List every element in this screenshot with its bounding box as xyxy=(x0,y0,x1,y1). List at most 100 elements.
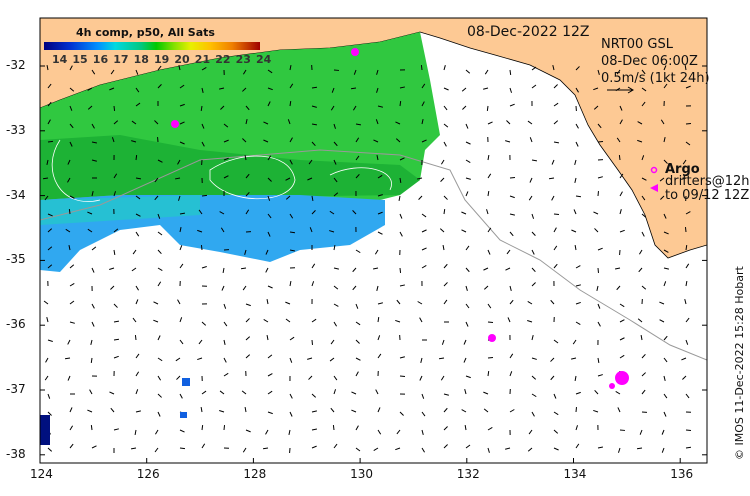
current-arrow xyxy=(174,177,181,180)
current-arrow xyxy=(663,137,666,143)
current-arrow xyxy=(64,357,71,360)
current-arrow xyxy=(353,69,357,75)
current-arrow xyxy=(421,429,424,435)
current-arrow xyxy=(289,83,294,89)
current-arrow xyxy=(597,176,603,179)
current-arrow xyxy=(439,228,445,233)
current-arrow xyxy=(289,137,293,143)
current-arrow xyxy=(240,267,247,270)
current-arrow xyxy=(443,407,448,413)
current-arrow xyxy=(289,249,295,252)
current-arrow xyxy=(311,105,317,108)
current-arrow xyxy=(201,424,204,431)
current-arrow xyxy=(333,244,336,251)
legend-tick: 17 xyxy=(113,53,129,66)
current-arrow xyxy=(43,300,49,305)
model-time: 08-Dec 06:00Z xyxy=(601,54,698,69)
current-arrow xyxy=(285,301,291,305)
current-arrow xyxy=(593,211,599,215)
sst-green-dark xyxy=(40,135,420,200)
current-arrow xyxy=(131,267,137,272)
current-arrow xyxy=(619,191,623,197)
current-arrow xyxy=(531,393,537,398)
current-arrow xyxy=(506,249,511,255)
current-arrow xyxy=(333,389,337,395)
current-arrow xyxy=(311,428,318,431)
current-arrow xyxy=(69,87,75,92)
current-arrow xyxy=(201,443,206,449)
current-arrow xyxy=(311,263,316,269)
current-arrow xyxy=(396,429,401,435)
current-arrow xyxy=(69,282,75,287)
current-arrow xyxy=(615,391,621,395)
current-arrow xyxy=(660,195,665,200)
current-arrow xyxy=(330,407,335,413)
current-arrow xyxy=(157,249,162,255)
current-arrow xyxy=(484,285,489,290)
current-arrow xyxy=(571,229,577,233)
legend-tick: 14 xyxy=(52,53,68,66)
current-arrow xyxy=(376,87,379,93)
current-arrow xyxy=(639,429,643,435)
current-arrow xyxy=(245,336,251,341)
current-arrow xyxy=(47,119,51,125)
current-arrow xyxy=(529,137,533,143)
current-arrow xyxy=(462,105,467,110)
current-arrow xyxy=(506,120,511,125)
current-arrow xyxy=(641,101,646,107)
current-arrow xyxy=(332,424,335,431)
current-arrow xyxy=(641,213,647,218)
current-arrow xyxy=(574,244,577,251)
current-arrow xyxy=(109,267,115,270)
current-arrow xyxy=(418,195,423,200)
current-arrow xyxy=(442,244,445,251)
dark-sst-patches xyxy=(40,378,190,445)
current-arrow xyxy=(219,390,225,395)
current-arrow xyxy=(91,445,97,449)
current-arrow xyxy=(135,177,142,180)
current-arrow xyxy=(308,375,313,380)
current-arrow xyxy=(223,339,226,345)
current-arrow xyxy=(222,267,225,274)
current-info: NRT00 GSL 08-Dec 06:00Z 0.5m/s (1kt 24h) xyxy=(601,36,710,87)
current-arrow xyxy=(550,357,555,362)
current-arrow xyxy=(179,141,185,145)
legend-tick: 22 xyxy=(215,53,231,66)
current-arrow xyxy=(333,285,339,290)
current-arrow xyxy=(684,226,687,233)
current-arrow xyxy=(443,65,446,71)
current-arrow xyxy=(399,213,403,219)
scale-arrow-head xyxy=(627,86,634,94)
current-arrow xyxy=(529,177,533,183)
current-arrow xyxy=(593,409,599,413)
current-arrow xyxy=(659,301,665,305)
current-arrow xyxy=(377,231,383,235)
current-arrow xyxy=(289,336,295,341)
current-arrow xyxy=(509,299,514,305)
current-arrow xyxy=(663,411,667,417)
current-arrow xyxy=(593,105,599,110)
current-arrow xyxy=(548,177,555,180)
current-arrow xyxy=(575,284,581,287)
current-arrow xyxy=(465,159,471,164)
current-arrow xyxy=(179,121,185,125)
current-arrow xyxy=(505,140,511,143)
current-arrow xyxy=(663,231,669,235)
current-arrow xyxy=(223,157,229,161)
current-arrow xyxy=(616,69,621,75)
current-arrow xyxy=(200,244,203,251)
current-arrow xyxy=(89,389,93,395)
current-arrow xyxy=(641,195,646,201)
current-arrow xyxy=(531,213,535,219)
current-arrow xyxy=(684,64,687,71)
current-arrow xyxy=(550,299,555,305)
current-arrow xyxy=(135,371,140,377)
current-arrow xyxy=(47,213,53,217)
current-arrow xyxy=(571,357,577,360)
current-arrow xyxy=(575,301,581,305)
current-arrow xyxy=(91,69,96,75)
current-arrow xyxy=(487,370,490,377)
current-arrow xyxy=(179,103,185,107)
current-arrow xyxy=(575,265,581,269)
current-arrow xyxy=(245,354,251,359)
